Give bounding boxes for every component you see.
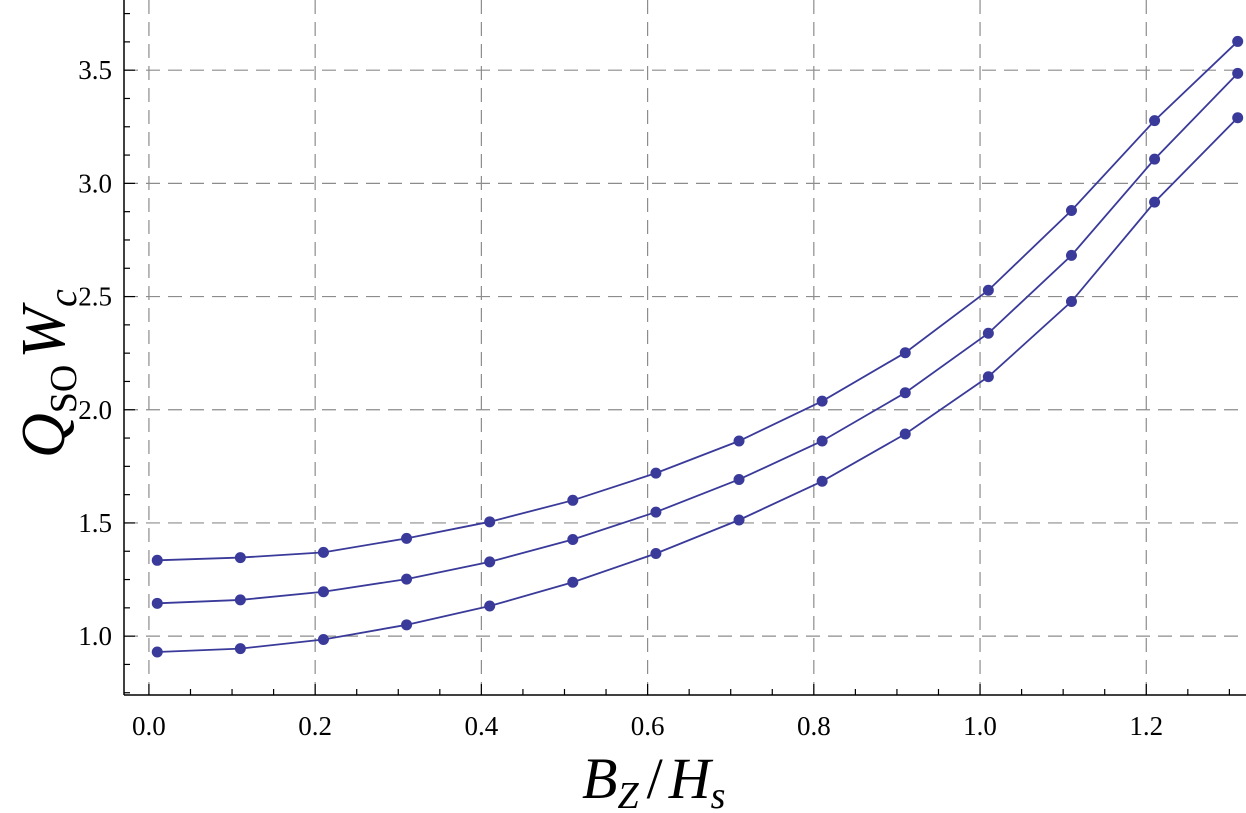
series-line-3 — [157, 117, 1239, 653]
y-tick-label: 2.5 — [78, 282, 112, 312]
data-point — [816, 435, 828, 447]
y-tick-label: 1.5 — [78, 508, 112, 538]
series-line-2 — [157, 72, 1239, 605]
data-point — [484, 600, 496, 612]
data-point — [151, 646, 163, 658]
data-point — [733, 435, 745, 447]
tick-labels: 0.0 0.2 0.4 0.6 0.8 1.0 1.2 1.0 1.5 2.0 2.5 3.0 3.5 — [78, 55, 1163, 741]
data-point — [1065, 205, 1077, 217]
data-point — [982, 327, 994, 339]
data-point — [650, 548, 662, 560]
data-point — [234, 643, 246, 655]
data-point — [484, 556, 496, 568]
data-point — [1232, 67, 1244, 79]
data-point — [1232, 112, 1244, 124]
data-point — [567, 533, 579, 545]
tick-marks — [124, 12, 1230, 695]
data-point — [899, 347, 911, 359]
x-tick-label: 0.6 — [631, 711, 665, 741]
data-point — [733, 473, 745, 485]
plot-frame — [123, 0, 1246, 696]
y-tick-label: 1.0 — [78, 621, 112, 651]
y-tick-label: 2.0 — [78, 395, 112, 425]
data-point — [650, 467, 662, 479]
data-point — [1065, 296, 1077, 308]
data-point — [317, 546, 329, 558]
series-layer — [151, 35, 1244, 658]
x-axis-label: BZ / Hs — [582, 746, 725, 813]
data-point — [401, 573, 413, 585]
data-point — [1065, 249, 1077, 261]
y-axis-label: QSOWc — [10, 289, 85, 458]
x-tick-label: 0.2 — [298, 711, 332, 741]
data-point — [1232, 35, 1244, 47]
data-point — [567, 494, 579, 506]
grid — [124, 0, 1246, 695]
data-point — [317, 634, 329, 646]
y-tick-label: 3.5 — [78, 55, 112, 85]
x-tick-label: 0.8 — [797, 711, 831, 741]
data-point — [816, 475, 828, 487]
data-point — [1149, 153, 1161, 165]
x-tick-label: 1.2 — [1129, 711, 1163, 741]
series-line-1 — [157, 40, 1239, 562]
data-point — [401, 619, 413, 631]
data-point — [151, 554, 163, 566]
data-point — [733, 514, 745, 526]
data-point — [151, 597, 163, 609]
data-point — [899, 387, 911, 399]
x-tick-label: 1.0 — [963, 711, 997, 741]
data-point — [982, 284, 994, 296]
data-point — [401, 532, 413, 544]
data-point — [1149, 196, 1161, 208]
data-point — [567, 576, 579, 588]
data-point — [650, 506, 662, 518]
data-point — [234, 552, 246, 564]
data-point — [982, 371, 994, 383]
x-tick-label: 0.4 — [465, 711, 499, 741]
data-point — [816, 395, 828, 407]
data-point — [899, 428, 911, 440]
data-point — [1149, 115, 1161, 127]
data-point — [234, 594, 246, 606]
y-tick-label: 3.0 — [78, 168, 112, 198]
data-point — [484, 516, 496, 528]
data-point — [317, 586, 329, 598]
x-tick-label: 0.0 — [132, 711, 166, 741]
